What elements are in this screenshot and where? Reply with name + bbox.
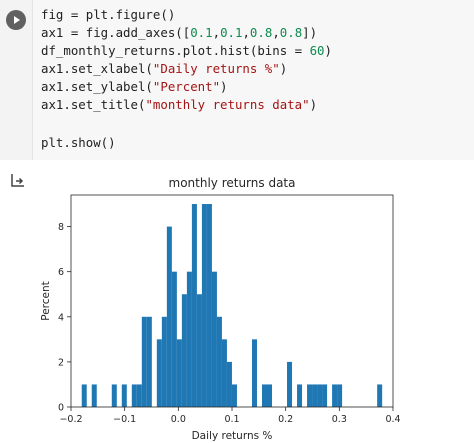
histogram-bar [156,339,162,407]
code-token: 60 [309,43,325,58]
cell-gutter [0,0,32,160]
code-token: ) [220,79,228,94]
y-axis-label: Percent [40,281,52,321]
histogram-bar [337,384,343,407]
code-token: ax1 = fig.add_axes([ [41,25,191,40]
code-token: fig = plt.figure() [41,7,176,22]
code-token: ax1.set_ylabel( [41,79,153,94]
histogram-bar [201,204,207,407]
y-tick-label: 6 [58,267,64,278]
histogram-bar [171,271,177,407]
histogram-bar [216,316,222,407]
code-editor[interactable]: fig = plt.figure() ax1 = fig.add_axes([0.… [32,0,474,160]
histogram-bar [332,384,338,407]
code-line: ax1.set_ylabel("Percent") [41,78,228,96]
histogram-bar [287,361,293,407]
code-token: "Percent" [152,79,221,94]
code-token: , [242,25,250,40]
output-arrow-icon [11,174,24,187]
histogram-bar [377,384,383,407]
code-token: 0.8 [279,25,303,40]
histogram-chart: monthly returns data −0.2 −0.1 0.0 0.1 0.2 0.3… [40,176,401,442]
histogram-bar [161,316,167,407]
histogram-bar [317,384,323,407]
code-token: 0.8 [249,25,273,40]
code-token: ) [324,43,332,58]
code-token: , [212,25,221,40]
histogram-bar [191,204,197,407]
plot-frame [70,194,394,408]
code-line: plt.show() [41,134,116,152]
code-token: ax1.set_xlabel( [41,61,153,76]
histogram-bar [181,294,187,407]
code-token: "Daily returns %" [152,61,280,76]
code-token: ) [279,61,288,76]
x-tick-label: 0.3 [332,414,347,425]
chart-title: monthly returns data [169,176,296,190]
histogram-bar [312,384,318,407]
code-token: 0.1 [190,25,213,40]
histogram-bar [111,384,117,407]
histogram-bar [307,384,313,407]
histogram-bar [186,271,192,407]
y-tick-label: 0 [58,403,64,414]
histogram-bar [266,384,273,407]
histogram-bar [141,316,147,407]
histogram-bar [91,384,97,407]
histogram-bar [221,339,227,407]
x-tick-label: −0.2 [59,414,82,425]
histogram-bar [146,316,152,407]
histogram-bar [131,384,137,407]
code-line: fig = plt.figure() [41,6,175,24]
histogram-bar [261,384,267,407]
code-line: ax1 = fig.add_axes([0.1,0.1,0.8,0.8]) [41,24,317,42]
histogram-bar [176,339,182,407]
histogram-bar [121,384,127,407]
code-token: ax1.set_title( [41,97,146,112]
histogram-bar [211,271,217,407]
histogram-bar [196,294,202,407]
x-axis-label: Daily returns % [192,430,273,442]
x-tick-label: −0.1 [113,414,136,425]
code-token: ]) [302,25,318,40]
code-line: df_monthly_returns.plot.hist(bins = 60) [41,42,332,60]
code-token: "monthly returns data" [145,97,310,112]
code-token: 0.1 [220,25,243,40]
histogram-bar [226,361,232,407]
x-tick-label: 0.0 [171,414,186,425]
code-token: , [272,25,280,40]
histogram-bar [251,339,257,407]
y-tick-label: 2 [58,357,64,368]
x-tick-label: 0.1 [224,414,239,425]
histogram-bar [297,384,303,407]
x-tick-label: 0.4 [385,414,400,425]
code-line: ax1.set_xlabel("Daily returns %") [41,60,287,78]
code-line: ax1.set_title("monthly returns data") [41,96,317,114]
code-token: ) [309,97,318,112]
histogram-bar [81,384,87,407]
histogram-bar [206,204,212,407]
histogram-bar [166,226,172,407]
code-token: plt.show() [41,135,116,150]
x-tick-label: 0.2 [278,414,293,425]
y-tick-label: 8 [58,222,64,233]
histogram-bar [231,384,237,407]
histogram-bar [322,384,328,407]
code-token: df_monthly_returns.plot.hist(bins = [41,43,310,58]
y-tick-label: 4 [58,312,64,323]
histogram-bar [136,384,142,407]
run-cell-button[interactable] [6,10,26,30]
